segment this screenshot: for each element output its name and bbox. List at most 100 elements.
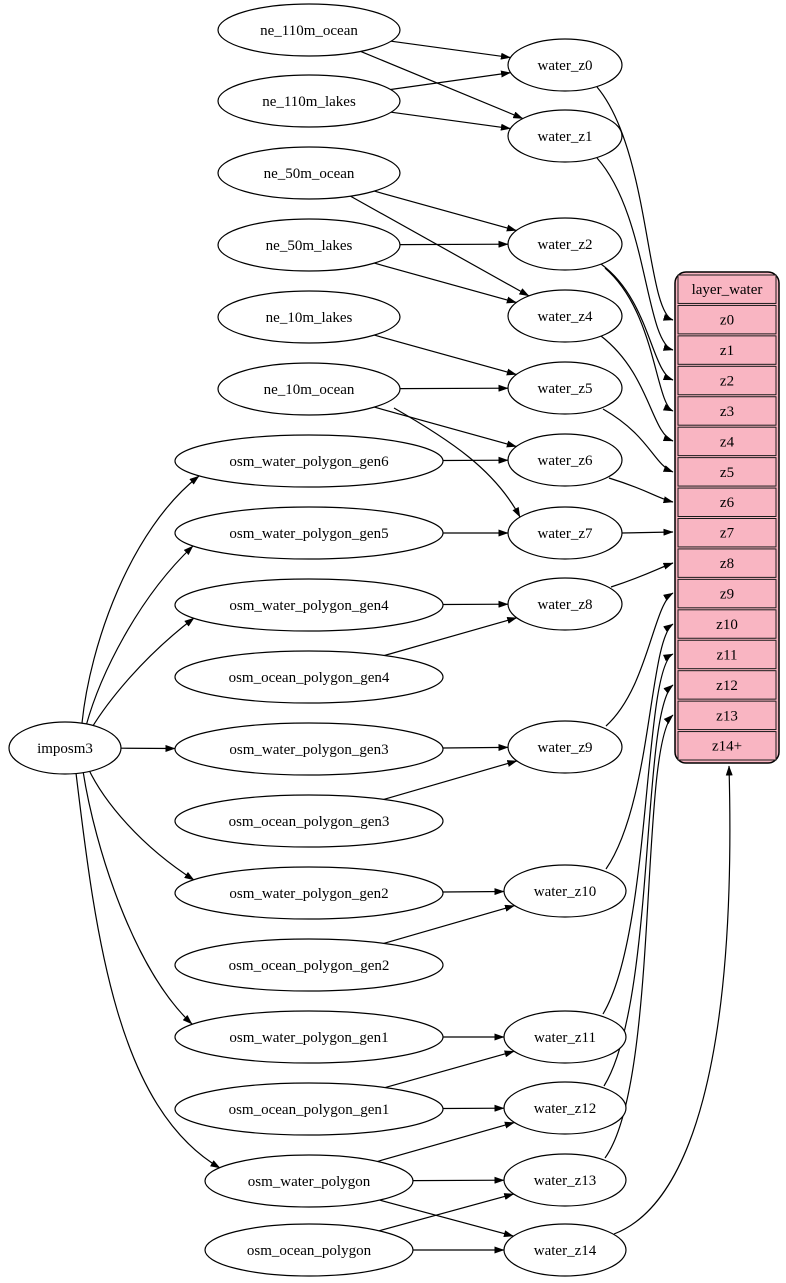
edge-osm_water_polygon-water_z14 [379, 1199, 514, 1238]
table-row-cell-z14+ [677, 731, 777, 761]
edge-osm_ocean_polygon_gen1-water_z11 [384, 1050, 515, 1089]
node-water_z10: water_z10 [503, 864, 627, 918]
node-shape-water_z6 [507, 433, 623, 487]
edge-osm_water_polygon-water_z12 [377, 1121, 515, 1162]
node-label-imposm3: imposm3 [37, 741, 93, 757]
node-osm_water_polygon: osm_water_polygon [204, 1154, 414, 1208]
node-water_z11: water_z11 [503, 1010, 627, 1064]
node-shape-water_z4 [507, 289, 623, 343]
table-row-label-z0: z0 [720, 313, 734, 329]
table-row-cell-z7 [677, 518, 777, 548]
node-label-water_z5: water_z5 [538, 381, 593, 397]
table-row-label-z8: z8 [720, 556, 734, 572]
table-row-cell-z8 [677, 548, 777, 578]
node-shape-water_z2 [507, 217, 623, 271]
node-shape-osm_ocean_polygon [204, 1223, 414, 1277]
node-label-osm_water_polygon_gen5: osm_water_polygon_gen5 [229, 526, 388, 542]
table-row-label-z1: z1 [720, 343, 734, 359]
table-row-label-z7: z7 [720, 526, 735, 542]
node-osm_ocean_polygon_gen2: osm_ocean_polygon_gen2 [174, 938, 444, 992]
node-label-osm_water_polygon_gen3: osm_water_polygon_gen3 [229, 742, 388, 758]
table-row-label-z11: z11 [716, 647, 737, 663]
table-row-cell-z6 [677, 487, 777, 517]
node-shape-water_z11 [503, 1010, 627, 1064]
node-shape-osm_water_polygon_gen4 [174, 578, 444, 632]
node-ne_10m_ocean: ne_10m_ocean [217, 362, 401, 416]
table-row-label-z12: z12 [716, 678, 738, 694]
edge-water_z5-layer_waterz5 [602, 408, 674, 473]
node-osm_water_polygon_gen5: osm_water_polygon_gen5 [174, 506, 444, 560]
node-water_z8: water_z8 [507, 577, 623, 631]
node-osm_water_polygon_gen6: osm_water_polygon_gen6 [174, 434, 444, 488]
node-shape-water_z13 [503, 1153, 627, 1207]
node-water_z2: water_z2 [507, 217, 623, 271]
node-label-water_z6: water_z6 [538, 453, 593, 469]
table-header-label: layer_water [692, 282, 763, 298]
node-ne_50m_lakes: ne_50m_lakes [217, 218, 401, 272]
node-water_z1: water_z1 [507, 109, 623, 163]
edge-ne_110m_lakes-water_z0 [390, 70, 511, 91]
edge-osm_water_polygon_gen2-water_z10 [442, 888, 505, 896]
node-label-osm_water_polygon_gen1: osm_water_polygon_gen1 [229, 1030, 388, 1046]
node-imposm3: imposm3 [8, 721, 122, 775]
node-shape-osm_ocean_polygon_gen3 [174, 794, 444, 848]
edge-ne_110m_lakes-water_z1 [391, 111, 511, 131]
table-row-label-z9: z9 [720, 587, 734, 603]
node-shape-water_z10 [503, 864, 627, 918]
table-row-cell-z1 [677, 335, 777, 365]
node-shape-osm_water_polygon_gen6 [174, 434, 444, 488]
node-label-water_z12: water_z12 [534, 1101, 596, 1117]
table-row-label-z14+: z14+ [712, 739, 742, 755]
edge-osm_ocean_polygon_gen2-water_z10 [383, 904, 515, 944]
edge-water_z0-layer_waterz0 [596, 86, 674, 321]
edges-layer [75, 40, 733, 1254]
table-row-label-z13: z13 [716, 708, 738, 724]
node-label-water_z4: water_z4 [538, 309, 593, 325]
node-ne_10m_lakes: ne_10m_lakes [217, 290, 401, 344]
node-label-water_z11: water_z11 [534, 1030, 596, 1046]
node-label-water_z2: water_z2 [538, 237, 593, 253]
edge-ne_50m_ocean-water_z2 [374, 190, 517, 232]
edge-water_z10-layer_waterz10 [605, 623, 674, 870]
table-row-label-z4: z4 [720, 434, 735, 450]
edge-ne_10m_lakes-water_z5 [374, 334, 517, 376]
node-water_z12: water_z12 [503, 1081, 627, 1135]
edge-imposm3-osm_water_polygon_gen1 [82, 770, 193, 1025]
table-row-label-z6: z6 [720, 495, 735, 511]
node-shape-ne_110m_ocean [217, 3, 401, 57]
node-shape-ne_50m_lakes [217, 218, 401, 272]
nodes-layer: imposm3 ne_110m_ocean ne_110m_lakes ne_50m_… [8, 3, 627, 1277]
node-shape-water_z0 [507, 38, 623, 92]
edge-osm_ocean_polygon_gen4-water_z8 [384, 617, 518, 657]
node-ne_50m_ocean: ne_50m_ocean [217, 146, 401, 200]
edge-ne_50m_lakes-water_z4 [374, 262, 517, 304]
edge-imposm3-osm_water_polygon_gen4 [90, 617, 195, 730]
node-water_z14: water_z14 [503, 1223, 627, 1277]
node-ne_110m_ocean: ne_110m_ocean [217, 3, 401, 57]
node-shape-osm_water_polygon_gen1 [174, 1010, 444, 1064]
node-shape-osm_ocean_polygon_gen2 [174, 938, 444, 992]
table-row-cell-z5 [677, 457, 777, 487]
node-water_z0: water_z0 [507, 38, 623, 92]
node-shape-ne_50m_ocean [217, 146, 401, 200]
node-label-water_z1: water_z1 [538, 129, 593, 145]
node-shape-water_z12 [503, 1081, 627, 1135]
node-label-osm_ocean_polygon_gen4: osm_ocean_polygon_gen4 [229, 670, 390, 686]
node-shape-osm_ocean_polygon_gen4 [174, 650, 444, 704]
edge-water_z2-layer_waterz3 [604, 267, 674, 412]
node-label-osm_ocean_polygon_gen3: osm_ocean_polygon_gen3 [229, 814, 390, 830]
node-shape-water_z9 [507, 720, 623, 774]
node-water_z5: water_z5 [507, 361, 623, 415]
node-label-ne_10m_lakes: ne_10m_lakes [266, 310, 353, 326]
node-label-water_z7: water_z7 [538, 526, 593, 542]
edge-ne_10m_ocean-water_z7 [393, 407, 521, 518]
node-water_z7: water_z7 [507, 506, 623, 560]
node-label-osm_water_polygon_gen4: osm_water_polygon_gen4 [229, 598, 389, 614]
table-header-cell [677, 274, 777, 304]
edge-imposm3-osm_water_polygon_gen6 [81, 475, 200, 724]
edge-osm_ocean_polygon-water_z13 [379, 1193, 515, 1232]
node-osm_ocean_polygon_gen4: osm_ocean_polygon_gen4 [174, 650, 444, 704]
node-label-osm_water_polygon: osm_water_polygon [248, 1174, 371, 1190]
